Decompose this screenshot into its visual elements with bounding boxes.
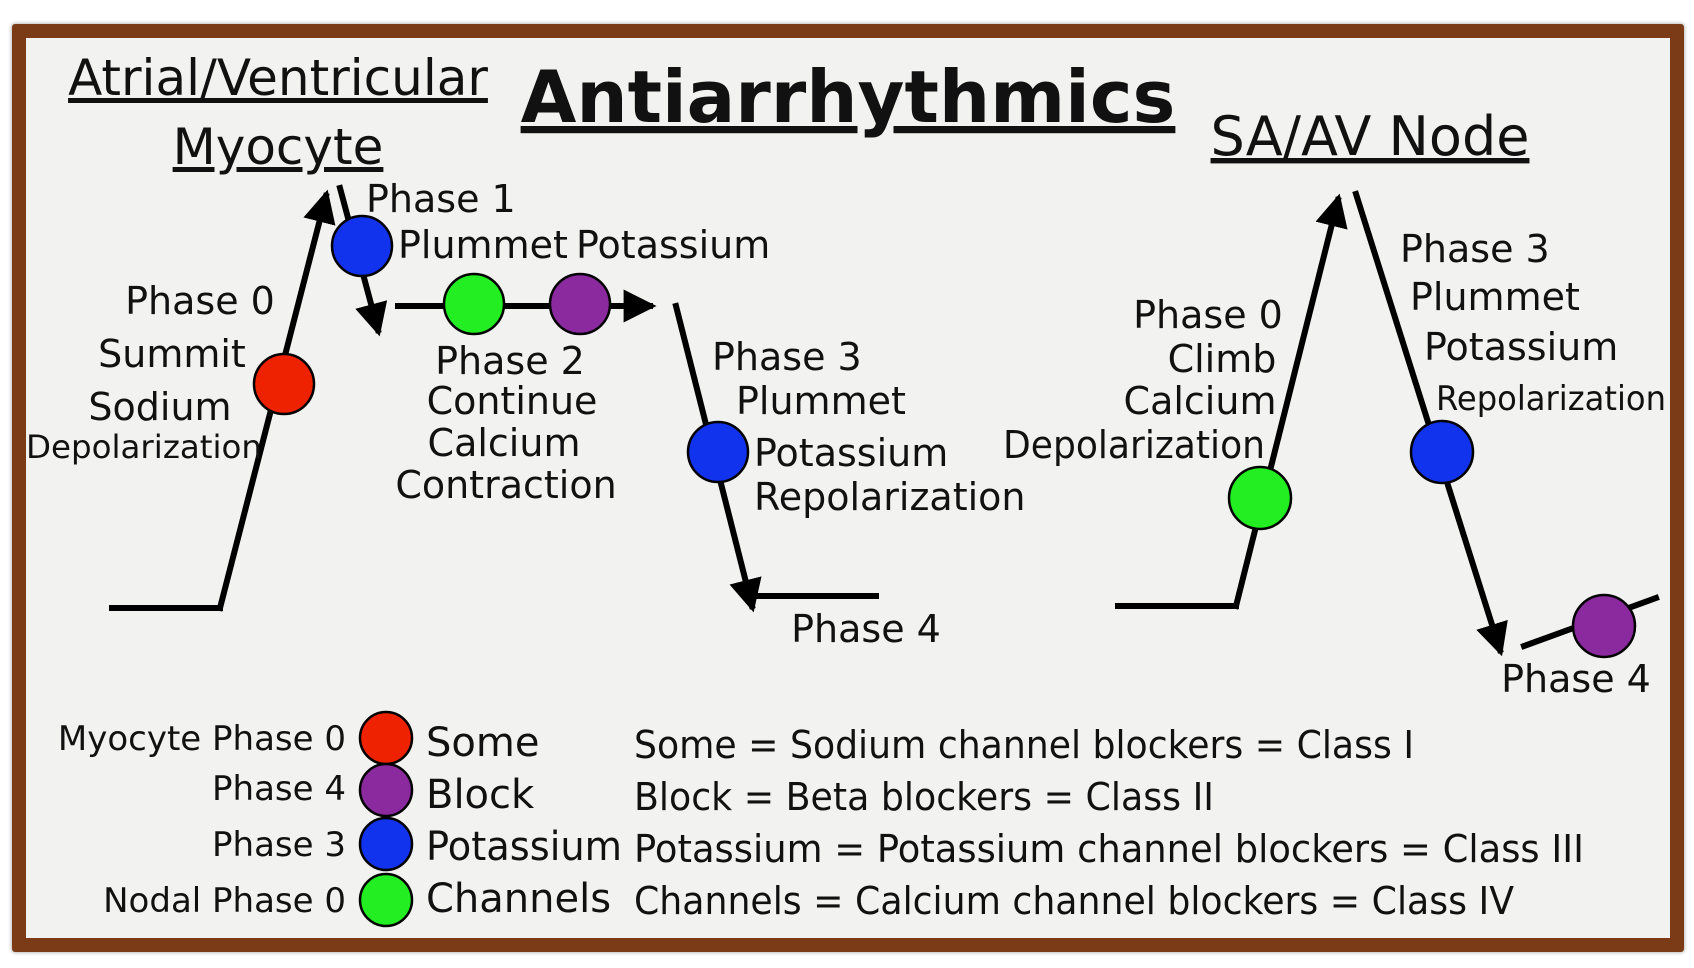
legend-phase-label: Nodal Phase 0 xyxy=(103,881,346,921)
legend-phase-label: Myocyte Phase 0 xyxy=(58,719,346,759)
node-phase3-label: Phase 3 xyxy=(1400,227,1550,271)
myocyte-phase2-contraction: Contraction xyxy=(395,463,616,507)
myocyte-phase2-calcium: Calcium xyxy=(428,421,581,465)
potassium-dot-node-phase3 xyxy=(1409,419,1475,485)
node-phase0-calcium: Calcium xyxy=(1124,379,1277,423)
myocyte-phase0-label: Phase 0 xyxy=(125,279,275,323)
beta-dot-phase2 xyxy=(548,272,612,336)
legend: Myocyte Phase 0 Some Some = Sodium chann… xyxy=(58,710,1584,928)
myocyte-phase3-label: Phase 3 xyxy=(712,335,862,379)
legend-phase-label: Phase 3 xyxy=(212,825,346,865)
node-phase4-label: Phase 4 xyxy=(1501,657,1651,701)
node-phase0-climb: Climb xyxy=(1168,337,1277,381)
legend-row-beta: Phase 4 Block Block = Beta blockers = Cl… xyxy=(212,762,1214,819)
node-phase3-repolarization: Repolarization xyxy=(1436,379,1666,419)
myocyte-phase3-repolarization: Repolarization xyxy=(754,475,1026,519)
myocyte-phase1-plummet: Plummet xyxy=(398,223,568,267)
legend-meaning: Potassium = Potassium channel blockers =… xyxy=(634,827,1584,871)
legend-row-potassium: Phase 3 Potassium Potassium = Potassium … xyxy=(212,816,1584,872)
legend-beta-dot xyxy=(358,762,414,818)
myocyte-phase0-sodium: Sodium xyxy=(88,385,231,429)
legend-meaning: Channels = Calcium channel blockers = Cl… xyxy=(634,879,1514,923)
myocyte-phase3-plummet: Plummet xyxy=(736,379,906,423)
myocyte-phase3-potassium: Potassium xyxy=(754,431,948,475)
myocyte-phase0-depolarization: Depolarization xyxy=(26,428,262,466)
myocyte-phase1-label: Phase 1 xyxy=(366,177,516,221)
myocyte-phase2-label: Phase 2 xyxy=(435,339,585,383)
node-phase3-plummet: Plummet xyxy=(1410,275,1580,319)
myocyte-phase0-summit: Summit xyxy=(98,332,246,376)
myocyte-heading-line1: Atrial/Ventricular xyxy=(68,49,488,107)
node-phase3-potassium: Potassium xyxy=(1424,325,1618,369)
legend-word: Channels xyxy=(426,876,611,922)
myocyte-phase2-continue: Continue xyxy=(427,379,598,423)
legend-word: Block xyxy=(426,772,535,818)
legend-word: Potassium xyxy=(426,824,622,870)
legend-sodium-dot xyxy=(358,710,414,766)
legend-meaning: Block = Beta blockers = Class II xyxy=(634,775,1214,819)
node-phase0-label: Phase 0 xyxy=(1133,293,1283,337)
potassium-dot-phase1 xyxy=(330,214,394,278)
myocyte-phase4-label: Phase 4 xyxy=(791,607,941,651)
legend-word: Some xyxy=(426,720,539,766)
chalkboard-frame xyxy=(12,24,1684,952)
legend-row-calcium: Nodal Phase 0 Channels Channels = Calciu… xyxy=(103,872,1514,928)
node-heading: SA/AV Node xyxy=(1211,105,1530,168)
calcium-dot-node-phase0 xyxy=(1227,465,1293,531)
page-title: Antiarrhythmics xyxy=(521,55,1176,139)
legend-phase-label: Phase 4 xyxy=(212,769,346,809)
calcium-dot-phase2 xyxy=(442,272,506,336)
sodium-dot xyxy=(252,352,316,416)
beta-dot-node-phase4 xyxy=(1571,593,1637,659)
legend-row-sodium: Myocyte Phase 0 Some Some = Sodium chann… xyxy=(58,710,1414,767)
myocyte-heading-line2: Myocyte xyxy=(173,118,384,176)
node-phase0-depolarization: Depolarization xyxy=(1003,423,1265,467)
potassium-dot-phase3 xyxy=(686,420,750,484)
legend-potassium-dot xyxy=(358,816,414,872)
legend-meaning: Some = Sodium channel blockers = Class I xyxy=(634,723,1414,767)
node-phase3-repolarization xyxy=(1352,190,1508,657)
node-waveform xyxy=(1115,190,1660,657)
myocyte-phase1-potassium: Potassium xyxy=(576,223,770,267)
legend-calcium-dot xyxy=(358,872,414,928)
node-phase0-upstroke xyxy=(1232,193,1348,610)
